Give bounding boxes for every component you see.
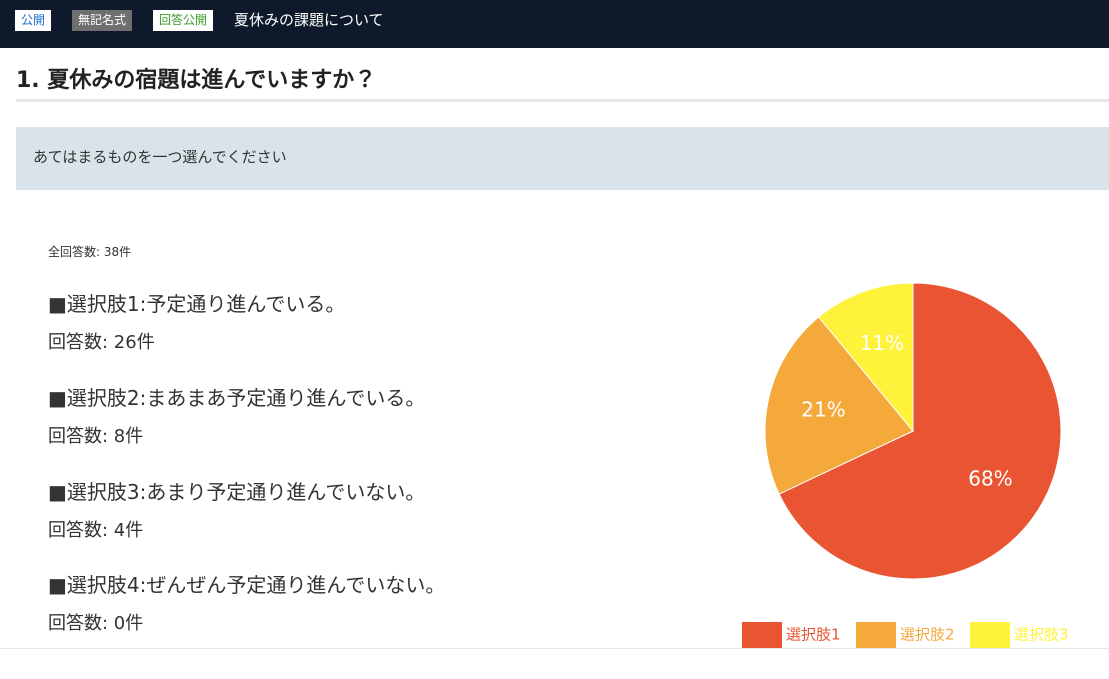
legend-label: 選択肢1 — [786, 626, 841, 644]
question-title: 1. 夏休みの宿題は進んでいますか？ — [16, 68, 377, 93]
divider — [16, 99, 1109, 102]
legend-swatch — [742, 622, 782, 648]
badge: 無記名式 — [72, 10, 133, 31]
survey-title: 夏休みの課題について — [234, 11, 384, 29]
legend-swatch — [970, 622, 1010, 648]
legend-label: 選択肢2 — [900, 626, 955, 644]
slice-label: 21% — [801, 397, 845, 421]
badge: 公開 — [15, 10, 52, 31]
option-label: ■選択肢4:ぜんぜん予定通り進んでいない。 — [48, 573, 446, 597]
instruction: あてはまるものを一つ選んでください — [16, 127, 1109, 190]
option-count: 回答数: 8件 — [48, 426, 144, 447]
slice-label: 68% — [968, 467, 1012, 491]
legend-label: 選択肢3 — [1014, 626, 1069, 644]
badge: 回答公開 — [153, 10, 214, 31]
slice-label: 11% — [860, 331, 904, 355]
option-label: ■選択肢2:まあまあ予定通り進んでいる。 — [48, 386, 426, 410]
divider — [0, 648, 1109, 649]
pie-slice — [778, 282, 1062, 580]
option-label: ■選択肢3:あまり予定通り進んでいない。 — [48, 480, 426, 504]
pie-slice — [817, 282, 914, 433]
total-count: 全回答数: 38件 — [48, 245, 132, 259]
top-bar: 公開 無記名式 回答公開 夏休みの課題について — [0, 0, 1109, 48]
option-count: 回答数: 26件 — [48, 332, 155, 353]
pie-slice — [764, 316, 914, 495]
option-count: 回答数: 4件 — [48, 520, 144, 541]
legend-swatch — [856, 622, 896, 648]
option-label: ■選択肢1:予定通り進んでいる。 — [48, 292, 346, 316]
option-count: 回答数: 0件 — [48, 613, 144, 634]
